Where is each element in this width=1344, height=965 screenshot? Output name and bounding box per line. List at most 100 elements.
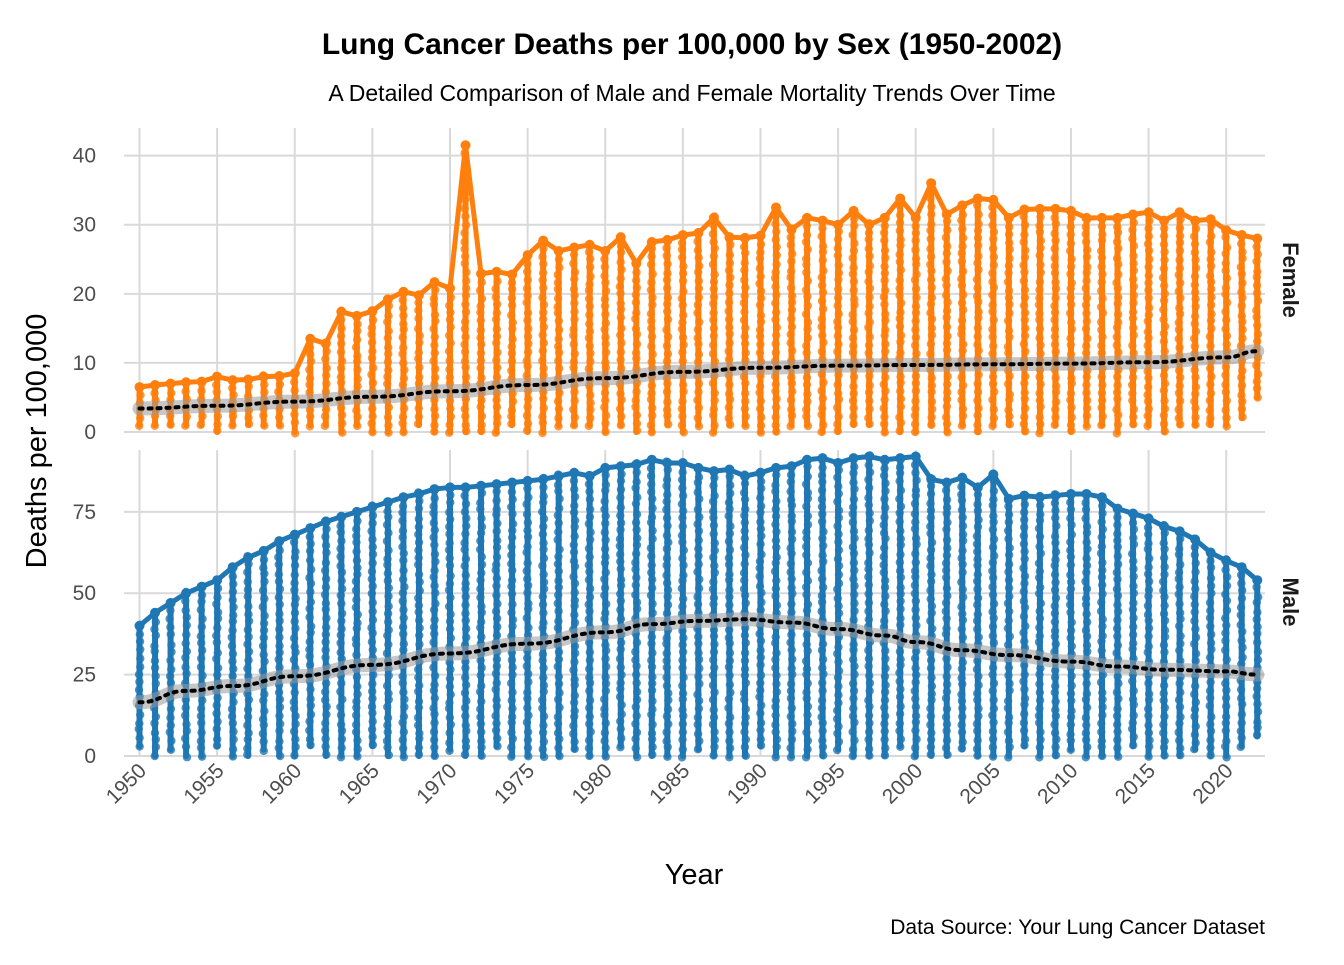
- point-female-2016-21: [1159, 386, 1169, 395]
- point-female-2008-6: [1035, 251, 1044, 260]
- point-male-1984-8: [663, 521, 672, 531]
- point-female-1973-9: [492, 338, 501, 348]
- point-male-2013-31: [1114, 752, 1123, 761]
- point-female-1963-15: [338, 428, 347, 437]
- point-male-2009-23: [1050, 673, 1060, 682]
- point-male-2005-4: [988, 501, 997, 510]
- point-female-2001-10: [926, 260, 935, 269]
- point-male-1979-21: [584, 638, 594, 647]
- point-female-2022-18: [1252, 377, 1261, 386]
- point-female-1997-11: [864, 309, 873, 318]
- point-male-1976-22: [538, 650, 548, 659]
- point-male-1978-3: [570, 492, 580, 501]
- point-male-1984-19: [662, 609, 672, 618]
- point-male-1963-23: [338, 695, 347, 704]
- point-male-1980-3: [601, 486, 610, 495]
- point-male-1972-18: [476, 623, 485, 632]
- point-female-2018-13: [1190, 319, 1199, 328]
- point-male-2021-11: [1238, 653, 1247, 662]
- point-female-1974-9: [507, 342, 516, 351]
- point-male-1994-5: [817, 495, 827, 504]
- point-male-1967-6: [398, 542, 407, 552]
- point-male-2007-28: [1019, 718, 1029, 728]
- point-female-2014-24: [1129, 405, 1139, 414]
- point-male-1988-26: [725, 671, 734, 680]
- point-male-1978-5: [569, 508, 579, 517]
- point-male-1950-14: [135, 733, 144, 742]
- point-male-1997-34: [864, 727, 874, 737]
- point-female-2002-22: [943, 388, 952, 397]
- point-male-1958-24: [259, 737, 268, 746]
- point-male-1957-10: [244, 632, 253, 642]
- point-male-1973-29: [491, 711, 500, 721]
- max-point-male-2019: [1205, 547, 1216, 558]
- point-female-1969-18: [430, 421, 439, 430]
- point-male-1970-12: [445, 579, 455, 588]
- point-female-1981-9: [616, 305, 626, 314]
- point-male-1984-14: [662, 571, 671, 580]
- point-male-2001-32: [927, 728, 936, 737]
- point-male-1976-31: [539, 721, 548, 730]
- point-female-1979-11: [585, 327, 595, 336]
- point-male-1964-10: [351, 586, 361, 595]
- point-female-1998-23: [880, 395, 889, 404]
- point-male-1994-14: [817, 566, 826, 575]
- point-male-1995-31: [832, 706, 842, 715]
- point-female-1968-6: [415, 338, 424, 347]
- point-male-2013-4: [1113, 536, 1122, 545]
- point-female-2006-15: [1005, 332, 1014, 342]
- point-female-2015-9: [1144, 278, 1153, 288]
- point-male-1973-17: [492, 614, 502, 623]
- point-male-2017-4: [1176, 560, 1185, 569]
- point-female-2003-26: [958, 411, 968, 421]
- point-female-1983-12: [647, 332, 657, 341]
- point-male-1958-9: [259, 619, 269, 628]
- point-male-2010-25: [1066, 689, 1076, 698]
- point-female-2018-20: [1191, 373, 1200, 382]
- max-point-male-1997: [864, 451, 875, 462]
- point-male-1984-17: [663, 592, 672, 601]
- point-male-1978-31: [570, 712, 579, 721]
- point-male-1967-26: [400, 702, 409, 712]
- point-male-1994-18: [817, 597, 827, 607]
- max-point-male-1981: [615, 461, 626, 472]
- point-male-1996-6: [848, 503, 858, 512]
- point-male-2013-15: [1112, 624, 1122, 633]
- point-male-1999-34: [895, 726, 904, 736]
- point-female-1962-1: [322, 347, 331, 356]
- point-male-2001-33: [926, 735, 936, 744]
- point-male-1973-26: [491, 685, 500, 694]
- point-male-1964-7: [353, 563, 362, 572]
- point-female-1975-11: [524, 339, 533, 348]
- point-male-1979-27: [585, 686, 594, 696]
- point-male-2010-2: [1066, 505, 1076, 514]
- point-male-1992-3: [786, 487, 795, 496]
- max-point-male-1995: [833, 458, 844, 469]
- point-male-1980-26: [601, 672, 610, 682]
- point-female-1989-22: [741, 412, 750, 421]
- point-male-1955-6: [213, 623, 222, 633]
- point-male-1971-32: [461, 736, 471, 746]
- point-male-2013-13: [1113, 607, 1123, 616]
- point-male-2016-14: [1160, 632, 1170, 641]
- max-point-female-1999: [895, 193, 906, 204]
- point-male-1973-28: [492, 702, 501, 711]
- max-point-male-1996: [848, 453, 859, 464]
- point-female-1978-20: [569, 405, 578, 414]
- point-male-1955-20: [212, 735, 222, 744]
- point-male-1993-29: [802, 688, 811, 697]
- point-female-2000-12: [911, 308, 921, 317]
- point-male-2006-5: [1004, 534, 1013, 544]
- point-male-1978-23: [570, 649, 580, 658]
- point-male-1996-25: [849, 655, 858, 664]
- point-male-2016-26: [1159, 728, 1168, 738]
- point-male-1983-1: [646, 463, 656, 473]
- point-male-2004-16: [973, 610, 982, 619]
- point-male-1955-18: [213, 717, 222, 726]
- point-female-2005-9: [988, 268, 997, 278]
- point-male-1971-5: [462, 521, 471, 531]
- point-female-1987-14: [709, 324, 719, 333]
- point-female-1985-6: [678, 276, 688, 286]
- point-female-1993-8: [803, 276, 813, 286]
- point-male-2003-33: [958, 737, 967, 747]
